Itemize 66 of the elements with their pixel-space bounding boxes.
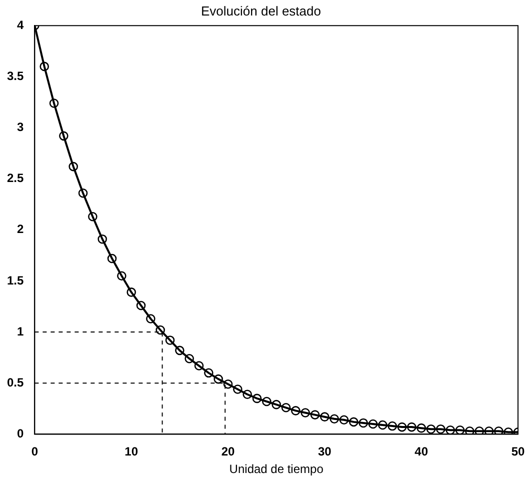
point: [494, 426, 504, 434]
point: [233, 384, 242, 394]
point: [194, 361, 204, 370]
point: [388, 421, 397, 431]
point: [126, 288, 136, 297]
point: [378, 420, 388, 430]
x-tick-label: 10: [124, 444, 138, 459]
point: [397, 422, 407, 432]
x-tick-label: 0: [31, 444, 38, 459]
point: [320, 412, 330, 422]
point: [407, 422, 416, 432]
point: [242, 390, 252, 400]
point: [68, 162, 78, 172]
point: [204, 368, 214, 378]
point: [484, 426, 494, 434]
point: [107, 254, 117, 264]
point: [426, 424, 436, 434]
point: [98, 234, 107, 244]
point: [214, 374, 223, 384]
point: [78, 188, 88, 198]
x-tick-label: 20: [221, 444, 236, 459]
point: [455, 425, 465, 434]
point: [436, 424, 446, 434]
point: [272, 400, 281, 410]
point: [117, 271, 126, 281]
x-tick-label: 50: [511, 444, 525, 459]
point: [446, 425, 455, 434]
y-tick-label: 2.5: [6, 171, 24, 186]
chart-title: Evolución del estado: [201, 3, 321, 18]
point: [465, 426, 474, 434]
y-tick-label: 0.5: [6, 375, 24, 390]
point: [281, 402, 291, 412]
point: [368, 419, 378, 429]
point: [262, 396, 272, 406]
y-tick-label: 1: [16, 324, 24, 338]
point: [291, 406, 300, 416]
x-tick-label: 40: [414, 444, 428, 459]
point: [156, 325, 165, 335]
point: [504, 428, 513, 434]
x-tick-label: 30: [318, 444, 332, 459]
point: [165, 336, 175, 345]
point: [416, 423, 426, 433]
point: [175, 346, 184, 356]
point: [136, 300, 146, 310]
y-tick-label: 2: [16, 222, 24, 236]
point: [40, 62, 49, 72]
point: [474, 426, 484, 434]
y-tick-label: 0: [16, 426, 24, 441]
point: [49, 98, 59, 108]
point: [310, 410, 320, 420]
point: [330, 414, 339, 424]
y-tick-label: 1.5: [6, 273, 24, 288]
point: [223, 379, 233, 389]
point: [59, 131, 68, 141]
point: [184, 354, 194, 364]
point: [349, 417, 358, 427]
x-axis-title: Unidad de tiempo: [229, 462, 324, 476]
point: [300, 408, 310, 418]
y-tick-label: 3: [16, 120, 24, 134]
y-tick-label: 3.5: [6, 68, 24, 83]
point: [252, 394, 262, 404]
point: [88, 212, 98, 222]
point: [339, 415, 349, 425]
y-tick-label: 4: [16, 18, 24, 32]
point: [146, 314, 156, 324]
point: [358, 418, 368, 428]
